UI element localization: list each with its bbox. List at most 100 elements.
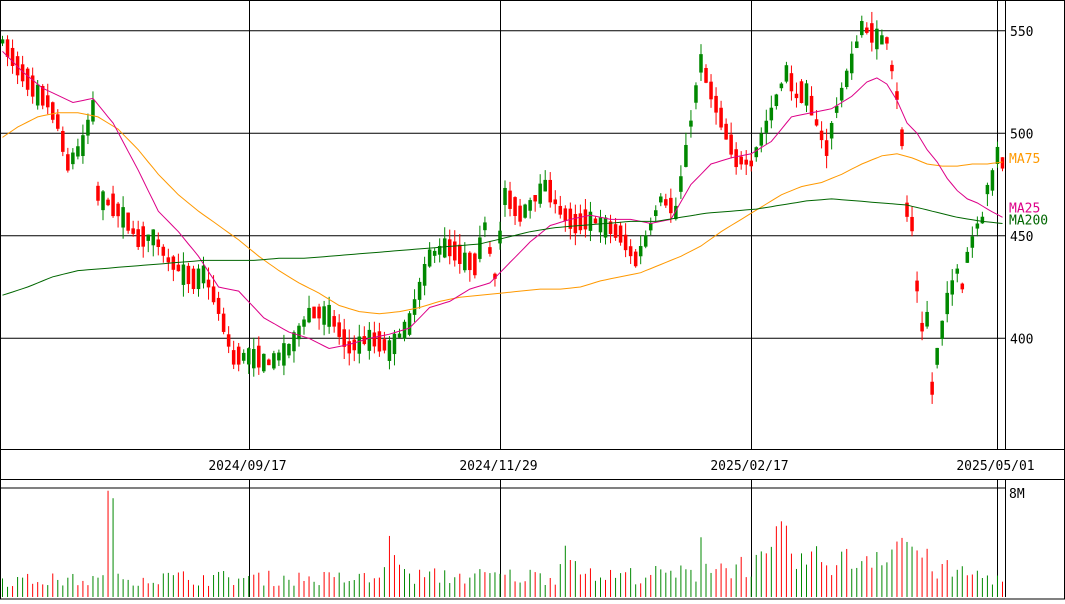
candle-body xyxy=(252,349,256,369)
date-tick-label: 2024/09/17 xyxy=(208,459,286,474)
candle-body xyxy=(468,252,472,271)
candle-body xyxy=(262,353,266,372)
candle-body xyxy=(659,196,663,203)
candle-body xyxy=(20,64,25,82)
candle-body xyxy=(950,280,954,295)
candle-body xyxy=(613,224,618,238)
candle-body xyxy=(543,179,547,192)
candle-body xyxy=(56,114,60,129)
candle-body xyxy=(568,208,573,229)
candle-body xyxy=(332,316,336,327)
candle-body xyxy=(312,306,316,319)
candle-body xyxy=(141,226,145,247)
candle-body xyxy=(684,144,688,167)
candle-body xyxy=(794,93,799,99)
candle-body xyxy=(573,213,578,234)
candle-body xyxy=(895,91,899,100)
candle-body xyxy=(40,85,45,106)
candle-body xyxy=(734,149,738,168)
candle-body xyxy=(282,343,286,366)
candle-body xyxy=(146,234,150,241)
candle-body xyxy=(407,313,412,335)
candle-body xyxy=(61,130,65,152)
candle-body xyxy=(302,319,306,327)
candle-body xyxy=(839,87,844,101)
candle-body xyxy=(764,120,769,133)
candle-body xyxy=(176,264,181,272)
candle-body xyxy=(709,81,713,100)
candle-body xyxy=(447,239,452,257)
candle-body xyxy=(201,265,206,284)
candle-body xyxy=(357,336,362,354)
candle-body xyxy=(297,325,301,340)
candle-body xyxy=(156,239,161,248)
candle-body xyxy=(106,199,110,206)
candle-body xyxy=(0,39,5,44)
candle-body xyxy=(196,268,201,290)
volume-series xyxy=(2,490,1003,597)
candle-body xyxy=(81,135,85,157)
candle-body xyxy=(30,75,35,97)
candle-body xyxy=(86,119,90,136)
candle-body xyxy=(995,146,1000,164)
candle-body xyxy=(181,264,186,285)
candle-body xyxy=(518,205,522,222)
candle-body xyxy=(814,119,819,126)
moving-averages xyxy=(2,50,1003,350)
candle-body xyxy=(267,359,271,366)
candle-body xyxy=(161,246,166,256)
candle-body xyxy=(648,223,653,231)
candle-body xyxy=(412,299,417,315)
candle-body xyxy=(799,81,804,103)
candle-body xyxy=(623,234,628,251)
candle-body xyxy=(975,223,980,229)
price-grid xyxy=(0,0,1005,597)
candle-body xyxy=(749,160,753,167)
candle-body xyxy=(116,203,120,217)
candle-body xyxy=(272,353,276,369)
candle-body xyxy=(246,348,251,365)
candle-body xyxy=(483,222,487,231)
candle-body xyxy=(513,197,517,217)
candle-body xyxy=(91,100,95,122)
candle-body xyxy=(980,216,985,224)
price-tick-label: 400 xyxy=(1010,332,1033,347)
candle-body xyxy=(724,123,728,140)
candle-body xyxy=(493,273,497,279)
candle-body xyxy=(111,193,115,217)
candle-body xyxy=(729,134,733,155)
candle-body xyxy=(985,184,990,195)
candle-body xyxy=(844,70,849,88)
candle-body xyxy=(417,281,422,300)
candle-body xyxy=(875,28,879,50)
candle-body xyxy=(824,140,829,156)
candle-body xyxy=(754,147,759,158)
candle-body xyxy=(121,207,125,228)
candle-body xyxy=(608,221,613,234)
ma200-line xyxy=(2,198,1003,296)
candle-body xyxy=(257,345,261,368)
candle-body xyxy=(694,85,698,103)
candle-body xyxy=(76,146,80,157)
candle-body xyxy=(925,311,929,327)
candle-body xyxy=(855,41,859,48)
candle-body xyxy=(131,228,135,234)
ma75-line xyxy=(2,112,1003,315)
candle-body xyxy=(317,306,321,319)
candlestick-series xyxy=(0,11,1005,404)
candle-body xyxy=(342,329,346,347)
candle-body xyxy=(880,35,884,45)
candle-body xyxy=(558,205,563,215)
candle-body xyxy=(498,230,502,244)
candle-body xyxy=(769,107,774,121)
candle-body xyxy=(910,216,914,232)
candle-body xyxy=(940,320,944,339)
candle-body xyxy=(588,211,593,231)
candle-body xyxy=(35,84,40,106)
candle-body xyxy=(930,381,934,395)
candle-body xyxy=(387,340,392,361)
candle-body xyxy=(935,347,939,365)
candle-body xyxy=(819,130,824,141)
